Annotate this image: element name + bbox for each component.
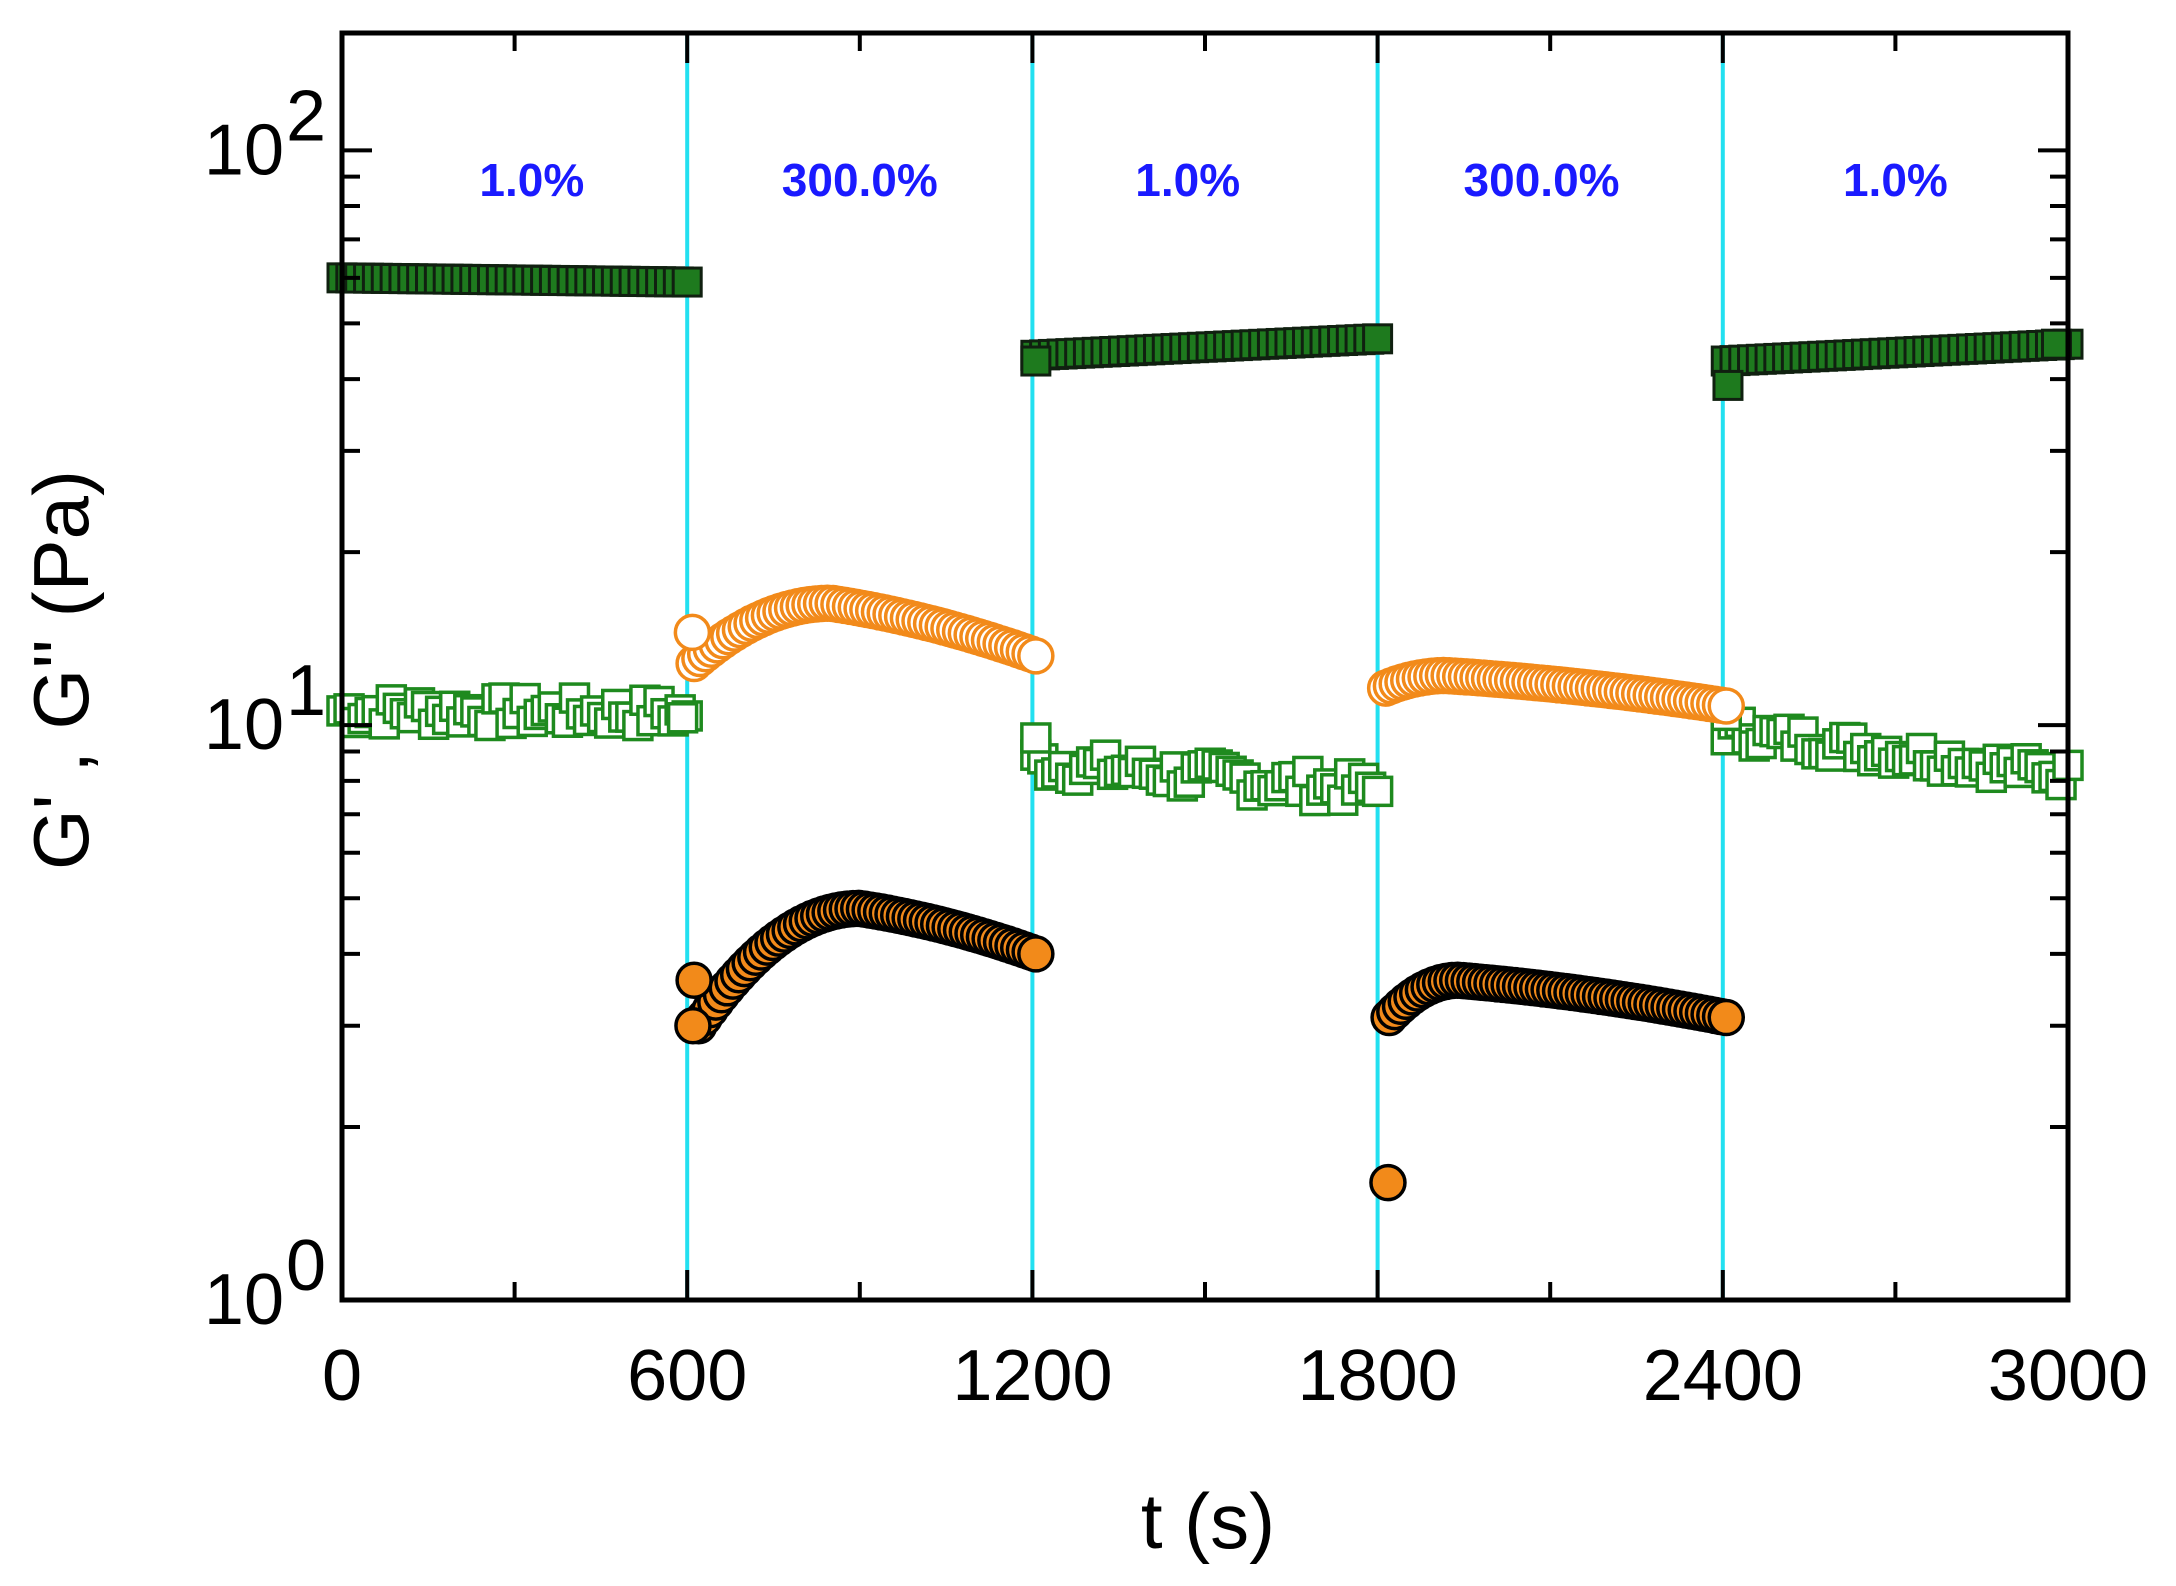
gprime-300pct-marker <box>674 1006 712 1045</box>
x-tick-labels: 0 600 1200 1800 2400 3000 <box>322 1336 2148 1416</box>
strain-label: 300.0% <box>782 154 938 206</box>
x-tick-label: 600 <box>627 1336 747 1416</box>
y-tick-label-exponent: 2 <box>286 76 326 156</box>
gdoubleprime-300pct-marker <box>673 613 712 652</box>
y-tick-label-exponent: 0 <box>286 1226 326 1306</box>
x-tick-label: 0 <box>322 1336 362 1416</box>
gprime-1pct-marker <box>1712 369 1744 401</box>
gdoubleprime-300pct-marker <box>1017 637 1055 675</box>
y-tick-label-base: 10 <box>204 110 284 190</box>
gprime-1pct-marker <box>671 266 703 298</box>
y-axis-title: G' , G'' (Pa) <box>17 470 105 870</box>
x-tick-label: 3000 <box>1988 1336 2148 1416</box>
gprime-300pct-marker <box>675 961 713 999</box>
x-axis-title: t (s) <box>1141 1477 1275 1565</box>
x-tick-label: 1800 <box>1298 1336 1458 1416</box>
gdoubleprime-1pct-marker <box>666 702 699 734</box>
strain-label: 1.0% <box>1135 154 1240 206</box>
x-tick-label: 2400 <box>1643 1336 1803 1416</box>
x-tick-label: 1200 <box>952 1336 1112 1416</box>
gdoubleprime-1pct-marker <box>1361 775 1394 808</box>
gprime-1pct-marker <box>1362 323 1394 355</box>
y-tick-label-base: 10 <box>204 685 284 765</box>
gprime-1pct-marker <box>1020 345 1052 377</box>
axis-ticks <box>340 33 2070 1302</box>
gprime-300pct-marker <box>1707 998 1746 1037</box>
gdoubleprime-300pct-marker <box>1707 687 1746 725</box>
gdoubleprime-1pct-marker <box>1020 722 1052 754</box>
strain-label: 1.0% <box>1843 154 1948 206</box>
strain-label: 300.0% <box>1464 154 1620 206</box>
strain-label: 1.0% <box>479 154 584 206</box>
gprime-300pct-marker <box>1017 935 1055 973</box>
y-tick-label-exponent: 1 <box>286 651 326 731</box>
gprime-300pct-marker <box>1369 1163 1407 1202</box>
data-markers <box>326 262 2084 1202</box>
y-tick-label-base: 10 <box>204 1260 284 1340</box>
strain-segment-labels: 1.0% 300.0% 1.0% 300.0% 1.0% <box>479 154 1947 206</box>
